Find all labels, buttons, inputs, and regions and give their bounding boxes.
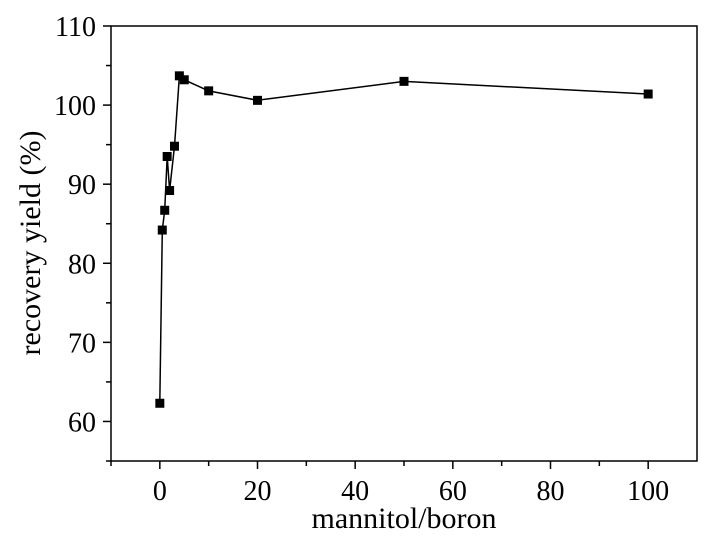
y-tick-labels: 60 70 80 90 100 110: [54, 12, 96, 438]
x-tick-labels: 0 20 40 60 80 100: [153, 476, 669, 507]
x-axis-title: mannitol/boron: [312, 502, 497, 535]
y-ticks: [103, 25, 111, 462]
data-point: [174, 71, 184, 81]
data-point: [179, 75, 189, 85]
data-points: [155, 71, 653, 408]
y-axis-title: recovery yield (%): [14, 131, 47, 356]
y-tick-label: 100: [54, 91, 96, 122]
data-point: [160, 205, 170, 215]
data-point: [165, 186, 175, 196]
x-ticks: [110, 461, 649, 469]
data-point: [399, 76, 409, 86]
y-tick-label: 110: [55, 12, 96, 43]
data-point: [643, 89, 653, 99]
data-point: [253, 95, 262, 105]
data-point: [155, 398, 165, 408]
y-tick-label: 60: [68, 407, 96, 438]
y-tick-label: 70: [68, 328, 96, 359]
x-tick-label: 60: [439, 476, 467, 507]
x-tick-label: 100: [627, 476, 669, 507]
y-tick-label: 90: [68, 170, 96, 201]
data-point: [162, 152, 172, 161]
series-line: [159, 74, 649, 404]
data-point: [157, 225, 167, 235]
x-tick-label: 20: [244, 476, 272, 507]
data-point: [169, 141, 179, 151]
y-tick-label: 80: [68, 249, 96, 280]
x-tick-label: 0: [153, 476, 167, 507]
data-point: [204, 86, 214, 96]
x-tick-label: 40: [341, 476, 369, 507]
x-tick-label: 80: [537, 476, 565, 507]
